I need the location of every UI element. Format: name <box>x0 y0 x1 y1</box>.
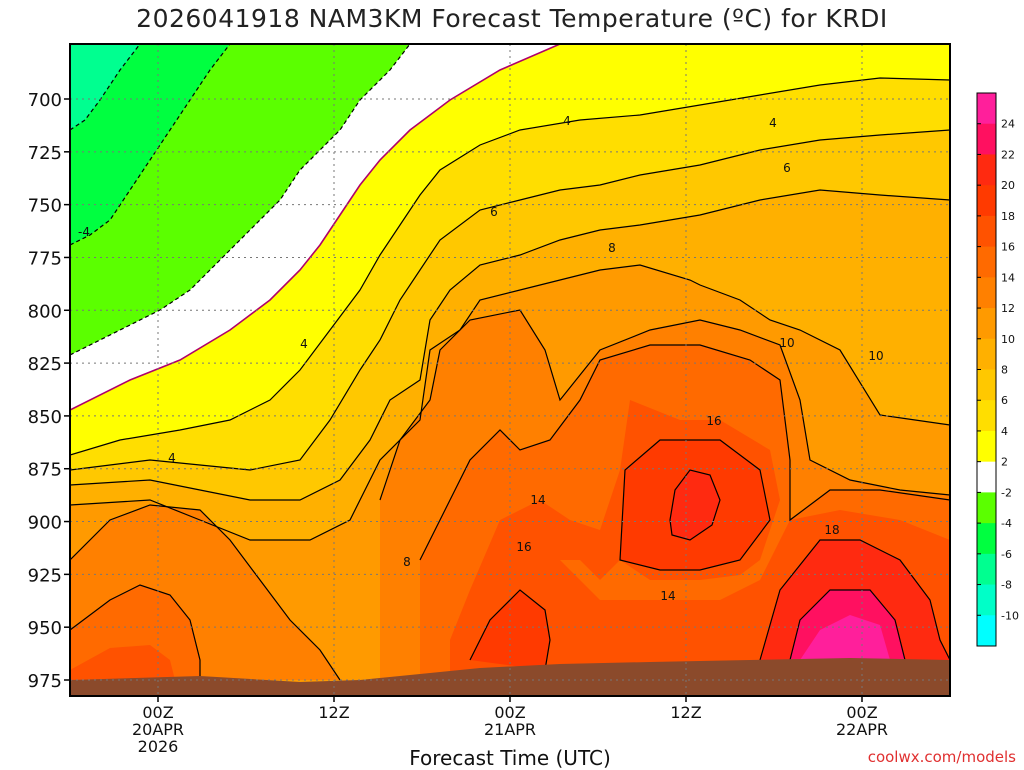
colorbar-label: 8 <box>1001 364 1008 377</box>
y-tick-label: 725 <box>28 143 62 164</box>
colorbar-swatch <box>977 584 996 616</box>
freezing-line <box>70 44 561 411</box>
contour-label: 4 <box>563 114 571 128</box>
contour-label: -4 <box>78 225 90 239</box>
colorbar-label: 6 <box>1001 394 1008 407</box>
contour-label: 16 <box>706 414 721 428</box>
credit-link[interactable]: coolwx.com/models <box>867 748 1016 766</box>
y-tick-label: 775 <box>28 248 62 269</box>
grid-lines <box>70 44 950 696</box>
colorbar-label: -8 <box>1001 579 1012 592</box>
y-tick-label: 975 <box>28 671 62 692</box>
chart-title: 2026041918 NAM3KM Forecast Temperature (… <box>136 4 888 33</box>
colorbar-label: 12 <box>1001 302 1015 315</box>
colorbar-swatch <box>977 461 996 493</box>
colorbar-label: 24 <box>1001 118 1015 131</box>
contour-label: 18 <box>824 523 839 537</box>
y-tick-label: 825 <box>28 354 62 375</box>
temp-band-18-left <box>470 590 550 670</box>
contour-label: 6 <box>490 205 498 219</box>
contour-label: 16 <box>516 540 531 554</box>
colorbar-label: 4 <box>1001 425 1008 438</box>
colorbar-label: 10 <box>1001 333 1015 346</box>
y-axis: 700 725 750 775 800 825 850 875 900 925 950 975 <box>28 90 70 692</box>
colorbar-swatch <box>977 246 996 278</box>
colorbar-swatch <box>977 215 996 248</box>
y-tick-label: 850 <box>28 407 62 428</box>
colorbar-swatch <box>977 400 996 432</box>
y-tick-label: 925 <box>28 565 62 586</box>
colorbar-swatch <box>977 308 996 340</box>
colorbar-label: 2 <box>1001 456 1008 469</box>
x-tick-label: 2026 <box>138 737 179 756</box>
colorbar-swatch <box>977 185 996 217</box>
colorbar-label: 16 <box>1001 241 1015 254</box>
colorbar-label: -6 <box>1001 548 1012 561</box>
contour-label: 8 <box>403 555 411 569</box>
colorbar-label: -10 <box>1001 609 1019 622</box>
x-axis-title: Forecast Time (UTC) <box>409 746 611 770</box>
colorbar-swatch <box>977 553 996 586</box>
x-tick-label: 00Z <box>142 703 173 722</box>
colorbar-swatch <box>977 492 996 524</box>
colorbar-label: -4 <box>1001 517 1012 530</box>
colorbar-swatch <box>977 430 996 463</box>
colorbar-label: 20 <box>1001 179 1015 192</box>
contour-label: 10 <box>868 349 883 363</box>
temp-band-24 <box>800 615 890 660</box>
ground-surface <box>70 658 950 696</box>
temp-band-neg4 <box>70 44 230 245</box>
contour-label: 14 <box>530 493 545 507</box>
x-tick-label: 22APR <box>836 720 888 739</box>
y-tick-label: 750 <box>28 196 62 217</box>
x-tick-label: 20APR <box>132 720 184 739</box>
colorbar-label: 18 <box>1001 210 1015 223</box>
contour-label: 4 <box>168 451 176 465</box>
y-tick-label: 700 <box>28 90 62 111</box>
colorbar-swatch <box>977 615 996 647</box>
colorbar-swatch <box>977 123 996 155</box>
x-tick-label: 00Z <box>846 703 877 722</box>
x-tick-label: 12Z <box>318 703 349 722</box>
y-tick-label: 950 <box>28 618 62 639</box>
colorbar-label: 22 <box>1001 148 1015 161</box>
colorbar-swatch <box>977 523 996 555</box>
x-tick-label: 21APR <box>484 720 536 739</box>
temp-band-neg6 <box>70 44 140 130</box>
colorbar-swatch <box>977 338 996 370</box>
contour-label: 10 <box>779 336 794 350</box>
temp-band-16-left <box>70 645 175 680</box>
colorbar-swatch <box>977 277 996 309</box>
colorbar-swatch <box>977 93 996 125</box>
colorbar-label: -2 <box>1001 486 1012 499</box>
contour-label: 4 <box>769 116 777 130</box>
y-tick-label: 875 <box>28 460 62 481</box>
contour-label: 14 <box>660 589 675 603</box>
contour-label: 8 <box>608 241 616 255</box>
colorbar-swatch <box>977 369 996 401</box>
x-tick-label: 00Z <box>494 703 525 722</box>
colorbar: 24 22 20 18 16 14 12 10 8 6 4 2 -2 -4 -6 -8 -10 <box>976 92 1019 647</box>
temp-band-18-core <box>670 470 720 540</box>
contour-labels: -4 4 4 4 4 6 6 8 8 10 10 14 14 16 16 18 <box>78 114 884 603</box>
contour-label: 6 <box>783 161 791 175</box>
y-tick-label: 900 <box>28 513 62 534</box>
colorbar-label: 14 <box>1001 271 1015 284</box>
colorbar-swatch <box>977 154 996 186</box>
contour-label: 4 <box>300 337 308 351</box>
y-tick-label: 800 <box>28 301 62 322</box>
x-tick-label: 12Z <box>670 703 701 722</box>
